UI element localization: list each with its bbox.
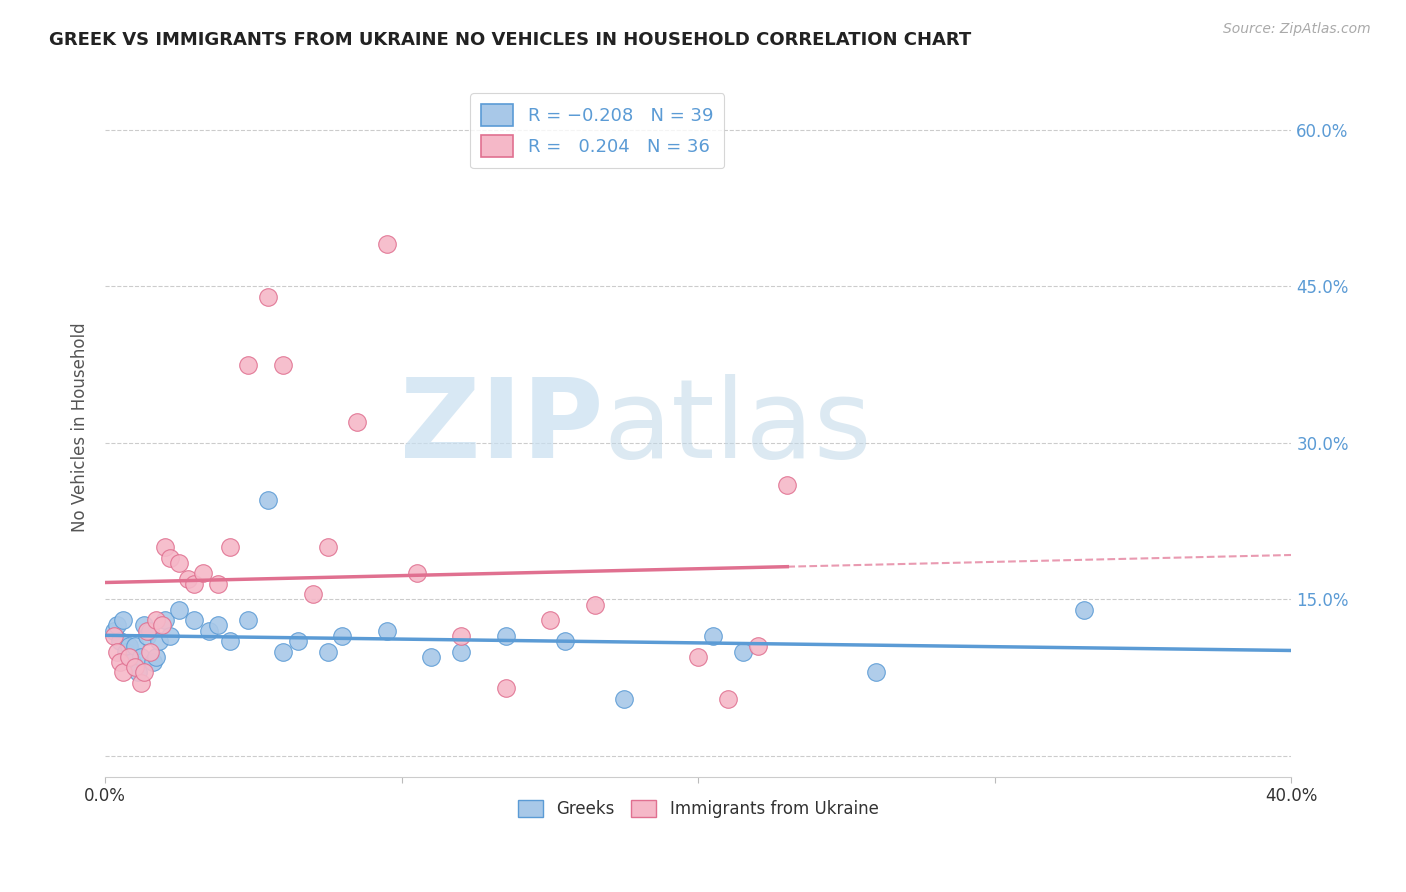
Point: [103, 629, 125, 643]
Point: [287, 634, 309, 648]
Point: [257, 290, 280, 304]
Point: [105, 644, 128, 658]
Point: [776, 477, 799, 491]
Text: ZIP: ZIP: [401, 374, 603, 481]
Point: [111, 613, 134, 627]
Point: [747, 640, 769, 654]
Point: [688, 649, 710, 664]
Point: [450, 644, 472, 658]
Point: [538, 613, 561, 627]
Point: [145, 613, 167, 627]
Point: [118, 640, 141, 654]
Text: Source: ZipAtlas.com: Source: ZipAtlas.com: [1223, 22, 1371, 37]
Point: [207, 618, 229, 632]
Point: [218, 634, 240, 648]
Point: [135, 624, 157, 638]
Point: [138, 624, 160, 638]
Point: [301, 587, 323, 601]
Point: [108, 655, 131, 669]
Point: [316, 540, 339, 554]
Point: [153, 540, 176, 554]
Point: [375, 624, 398, 638]
Point: [450, 629, 472, 643]
Point: [150, 618, 173, 632]
Point: [132, 618, 155, 632]
Point: [169, 603, 191, 617]
Point: [108, 634, 131, 648]
Point: [127, 665, 149, 680]
Point: [1073, 603, 1095, 617]
Point: [236, 613, 259, 627]
Point: [865, 665, 887, 680]
Point: [159, 550, 181, 565]
Point: [346, 415, 368, 429]
Point: [420, 649, 443, 664]
Point: [405, 566, 427, 581]
Point: [121, 655, 143, 669]
Point: [702, 629, 724, 643]
Point: [613, 691, 636, 706]
Point: [132, 665, 155, 680]
Point: [153, 613, 176, 627]
Point: [554, 634, 576, 648]
Point: [207, 576, 229, 591]
Point: [198, 624, 221, 638]
Point: [583, 598, 606, 612]
Point: [124, 660, 146, 674]
Text: atlas: atlas: [603, 374, 872, 481]
Point: [271, 358, 294, 372]
Point: [236, 358, 259, 372]
Point: [115, 644, 138, 658]
Point: [129, 649, 152, 664]
Point: [731, 644, 754, 658]
Point: [183, 576, 205, 591]
Point: [129, 676, 152, 690]
Point: [271, 644, 294, 658]
Point: [103, 624, 125, 638]
Point: [138, 644, 160, 658]
Point: [169, 556, 191, 570]
Point: [118, 649, 141, 664]
Y-axis label: No Vehicles in Household: No Vehicles in Household: [72, 322, 89, 532]
Point: [183, 613, 205, 627]
Point: [257, 493, 280, 508]
Text: GREEK VS IMMIGRANTS FROM UKRAINE NO VEHICLES IN HOUSEHOLD CORRELATION CHART: GREEK VS IMMIGRANTS FROM UKRAINE NO VEHI…: [49, 31, 972, 49]
Point: [316, 644, 339, 658]
Point: [148, 634, 170, 648]
Legend: Greeks, Immigrants from Ukraine: Greeks, Immigrants from Ukraine: [512, 793, 886, 824]
Point: [111, 665, 134, 680]
Point: [145, 649, 167, 664]
Point: [495, 681, 517, 695]
Point: [135, 629, 157, 643]
Point: [142, 655, 165, 669]
Point: [332, 629, 354, 643]
Point: [159, 629, 181, 643]
Point: [124, 640, 146, 654]
Point: [717, 691, 740, 706]
Point: [191, 566, 214, 581]
Point: [375, 237, 398, 252]
Point: [105, 618, 128, 632]
Point: [495, 629, 517, 643]
Point: [177, 572, 200, 586]
Point: [218, 540, 240, 554]
